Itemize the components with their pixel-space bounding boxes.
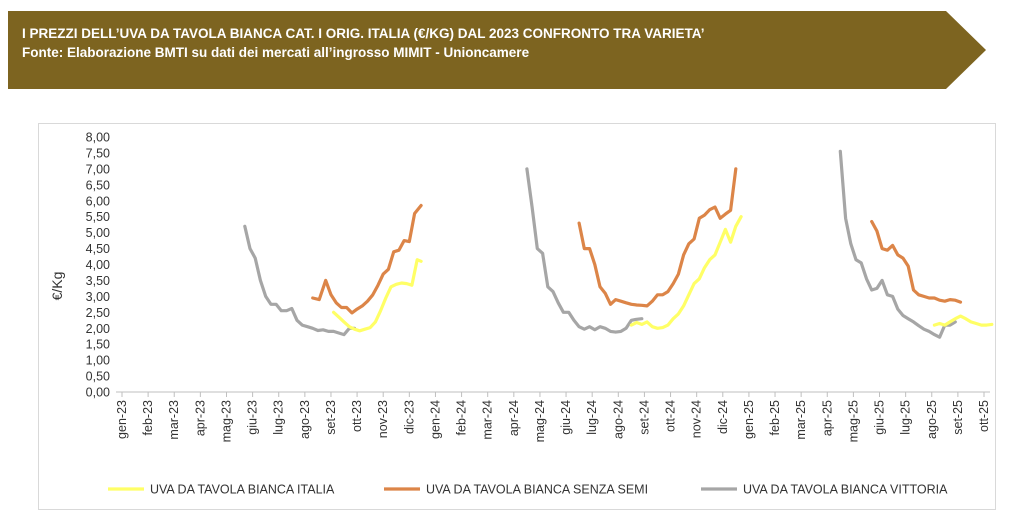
series-line-uva-da-tavola-bianca-vittoria (525, 167, 644, 334)
x-tick-label: set-23 (324, 400, 338, 435)
y-tick-label: 3,00 (86, 290, 110, 304)
series-line-uva-da-tavola-bianca-italia (332, 258, 423, 333)
x-tick-label: giu-24 (559, 400, 573, 435)
x-tick-label: set-25 (951, 400, 965, 435)
y-tick-label: 0,50 (86, 370, 110, 384)
x-tick-label: gen-23 (115, 400, 129, 439)
x-tick-label: mag-24 (533, 400, 547, 442)
x-tick-label: mag-23 (219, 400, 233, 442)
series-line-uva-da-tavola-bianca-italia (629, 215, 743, 330)
x-tick-label: nov-24 (690, 400, 704, 438)
x-tick-label: ago-24 (611, 400, 625, 439)
chart-title: I PREZZI DELL’UVA DA TAVOLA BIANCA CAT. … (22, 26, 705, 41)
y-tick-label: 6,00 (86, 194, 110, 208)
legend-label-uva-da-tavola-bianca-vittoria: UVA DA TAVOLA BIANCA VITTORIA (743, 483, 948, 497)
series-line-uva-da-tavola-bianca-vittoria (838, 149, 957, 339)
x-tick-label: feb-24 (455, 400, 469, 435)
y-tick-label: 7,50 (86, 146, 110, 160)
x-tick-label: ago-25 (925, 400, 939, 439)
x-tick-label: nov-23 (376, 400, 390, 438)
x-tick-label: lug-23 (272, 400, 286, 435)
x-tick-label: apr-24 (507, 400, 521, 436)
legend-label-uva-da-tavola-bianca-senza-semi: UVA DA TAVOLA BIANCA SENZA SEMI (426, 483, 648, 497)
x-tick-label: mag-25 (846, 400, 860, 442)
x-tick-label: mar-24 (481, 400, 495, 440)
series-line-uva-da-tavola-bianca-vittoria (243, 224, 357, 337)
y-tick-label: 4,50 (86, 242, 110, 256)
x-tick-label: apr-23 (193, 400, 207, 436)
x-tick-label: lug-25 (899, 400, 913, 435)
series-layer (243, 149, 994, 339)
y-tick-label: 3,50 (86, 274, 110, 288)
x-axis: gen-23 feb-23 mar-23 apr-23 mag-23 giu-23 lug-… (115, 391, 991, 442)
x-tick-label: mar-25 (794, 400, 808, 440)
y-tick-label: 2,50 (86, 306, 110, 320)
y-tick-label: 4,00 (86, 258, 110, 272)
x-tick-label: set-24 (637, 400, 651, 435)
y-tick-label: 7,00 (86, 162, 110, 176)
x-tick-label: lug-24 (585, 400, 599, 435)
y-tick-label: 8,00 (86, 131, 110, 145)
x-tick-label: dic-23 (402, 400, 416, 434)
x-tick-label: ott-25 (977, 400, 991, 432)
chart-area (38, 123, 996, 510)
x-tick-label: ott-24 (664, 400, 678, 432)
x-tick-label: feb-25 (768, 400, 782, 435)
x-tick-label: feb-23 (141, 400, 155, 435)
chart-source: Fonte: Elaborazione BMTI su dati dei mer… (22, 45, 530, 60)
series-line-uva-da-tavola-bianca-senza-semi (577, 167, 738, 308)
y-tick-label: 2,00 (86, 322, 110, 336)
series-line-uva-da-tavola-bianca-italia (932, 314, 994, 327)
y-tick-label: 1,50 (86, 338, 110, 352)
x-tick-label: ago-23 (298, 400, 312, 439)
x-tick-label: gen-25 (742, 400, 756, 439)
title-banner (8, 11, 986, 89)
x-tick-label: dic-24 (716, 400, 730, 434)
banner-arrow-shape (8, 11, 986, 89)
y-tick-label: 5,00 (86, 226, 110, 240)
x-tick-label: mar-23 (167, 400, 181, 440)
x-tick-label: apr-25 (820, 400, 834, 436)
y-axis-label: €/Kg (49, 272, 65, 301)
series-line-uva-da-tavola-bianca-senza-semi (311, 203, 423, 315)
y-tick-label: 5,50 (86, 210, 110, 224)
legend: UVA DA TAVOLA BIANCA ITALIA UVA DA TAVOLA… (108, 483, 948, 497)
x-tick-label: ott-23 (350, 400, 364, 432)
y-axis: 0,00 0,50 1,00 1,50 2,00 2,50 3,00 3,50 4,00 4,50… (49, 131, 110, 400)
series-line-uva-da-tavola-bianca-senza-semi (870, 219, 963, 304)
y-tick-label: 6,50 (86, 178, 110, 192)
y-tick-label: 0,00 (86, 386, 110, 400)
x-tick-label: gen-24 (428, 400, 442, 439)
x-tick-label: giu-23 (246, 400, 260, 435)
x-tick-label: giu-25 (873, 400, 887, 435)
y-tick-label: 1,00 (86, 354, 110, 368)
legend-label-uva-da-tavola-bianca-italia: UVA DA TAVOLA BIANCA ITALIA (150, 483, 335, 497)
